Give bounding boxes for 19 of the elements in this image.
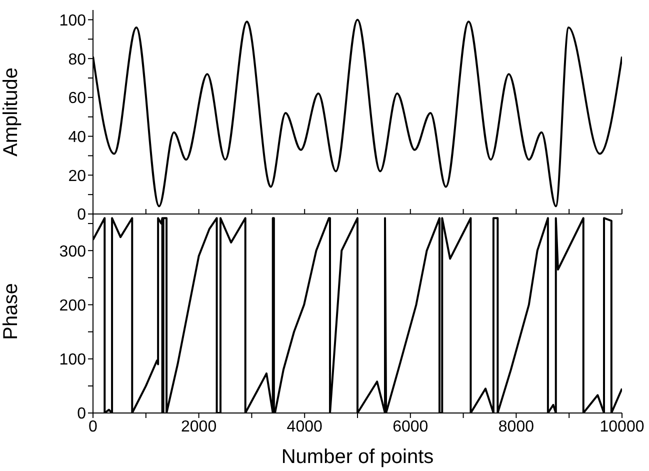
x-tick-label: 0 xyxy=(88,418,98,436)
y-tick-label: 300 xyxy=(59,243,86,260)
y-tick-label: 60 xyxy=(68,90,86,108)
x-axis-title: Number of points xyxy=(281,446,434,468)
y-axis-title: Phase xyxy=(0,283,22,340)
x-tick-label: 2000 xyxy=(181,418,217,436)
x-tick-label: 10000 xyxy=(600,418,644,436)
y-tick-label: 40 xyxy=(68,128,86,146)
x-tick-label: 6000 xyxy=(392,418,428,436)
y-tick-label: 20 xyxy=(68,168,86,185)
y-tick-label: 100 xyxy=(59,352,86,369)
x-tick-label: 8000 xyxy=(498,418,534,436)
y-tick-label: 0 xyxy=(77,406,86,423)
x-tick-label: 4000 xyxy=(286,418,322,436)
y-axis-title: Amplitude xyxy=(0,68,22,156)
y-tick-label: 0 xyxy=(77,206,86,224)
y-tick-label: 200 xyxy=(59,297,86,314)
y-tick-label: 100 xyxy=(59,12,86,30)
y-tick-label: 80 xyxy=(68,51,86,68)
